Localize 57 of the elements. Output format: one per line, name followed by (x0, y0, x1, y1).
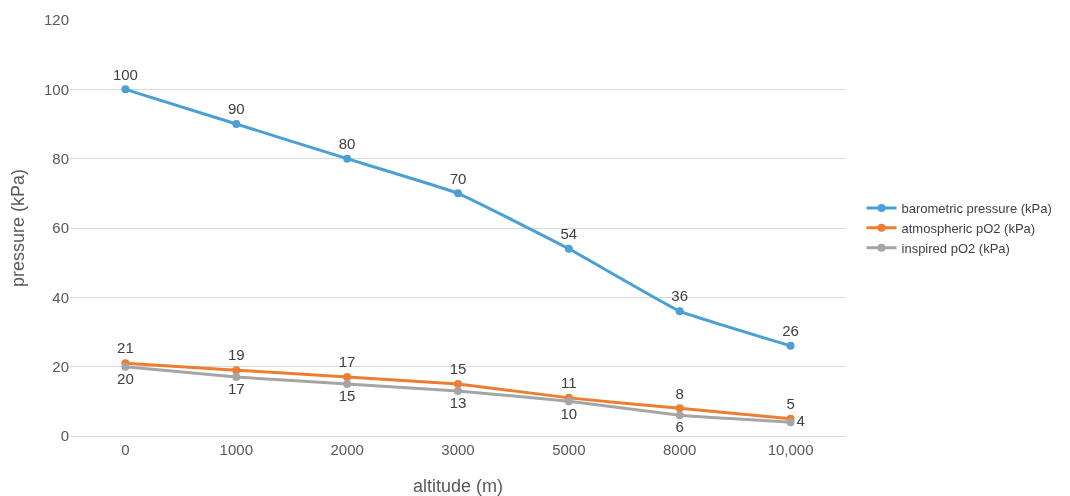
x-tick-label: 5000 (552, 441, 586, 458)
point (343, 154, 352, 163)
point (564, 397, 573, 406)
point (675, 307, 684, 316)
y-tick-label: 100 (43, 80, 69, 98)
legend-label: inspired pO2 (kPa) (901, 240, 1010, 256)
data-label: 15 (338, 387, 356, 405)
point (786, 341, 795, 350)
data-label: 21 (117, 339, 134, 357)
data-label: 8 (675, 384, 684, 402)
data-label: 26 (782, 322, 799, 340)
x-tick-label: 1000 (219, 441, 253, 458)
point (343, 373, 352, 382)
point (232, 120, 241, 128)
data-label: 6 (675, 418, 684, 436)
point (675, 411, 684, 420)
data-label: 100 (112, 65, 138, 83)
y-tick-label: 60 (52, 219, 69, 237)
point (675, 404, 684, 413)
point (564, 244, 573, 253)
legend-label: atmospheric pO2 (kPa) (901, 220, 1036, 236)
point (343, 380, 352, 388)
data-label: 54 (560, 225, 578, 243)
point (232, 366, 241, 375)
data-label: 17 (227, 380, 245, 398)
x-tick-label: 3000 (441, 441, 475, 458)
data-label: 80 (338, 134, 356, 152)
y-tick-label: 80 (52, 149, 69, 167)
x-tick-label: 2000 (330, 441, 364, 458)
y-tick-label: 40 (52, 288, 69, 306)
x-tick-label: 8000 (663, 441, 697, 458)
data-label: 20 (117, 369, 134, 387)
data-label: 11 (561, 374, 577, 392)
point (454, 189, 462, 198)
data-label: 17 (338, 353, 356, 371)
x-axis-title: altitude (m) (412, 476, 504, 496)
y-axis-title: pressure (kPa) (8, 168, 28, 288)
y-tick-label: 0 (60, 427, 69, 445)
y-tick-label: 20 (52, 357, 69, 375)
data-label: 15 (449, 360, 467, 378)
point (786, 418, 795, 427)
data-label: 10 (560, 404, 578, 422)
point (454, 386, 462, 395)
data-label: 13 (449, 394, 467, 412)
data-label: 5 (786, 394, 795, 412)
y-tick-label: 120 (43, 11, 69, 29)
data-label: 36 (671, 287, 689, 305)
point (454, 380, 462, 388)
point (121, 85, 130, 94)
data-label: 19 (227, 346, 245, 364)
data-label: 70 (449, 169, 467, 187)
x-tick-label: 10,000 (767, 441, 814, 458)
point (232, 373, 241, 382)
data-label: 4 (796, 411, 805, 429)
x-tick-label: 0 (121, 441, 130, 458)
data-label: 90 (227, 100, 245, 118)
legend-label: barometric pressure (kPa) (901, 201, 1052, 217)
